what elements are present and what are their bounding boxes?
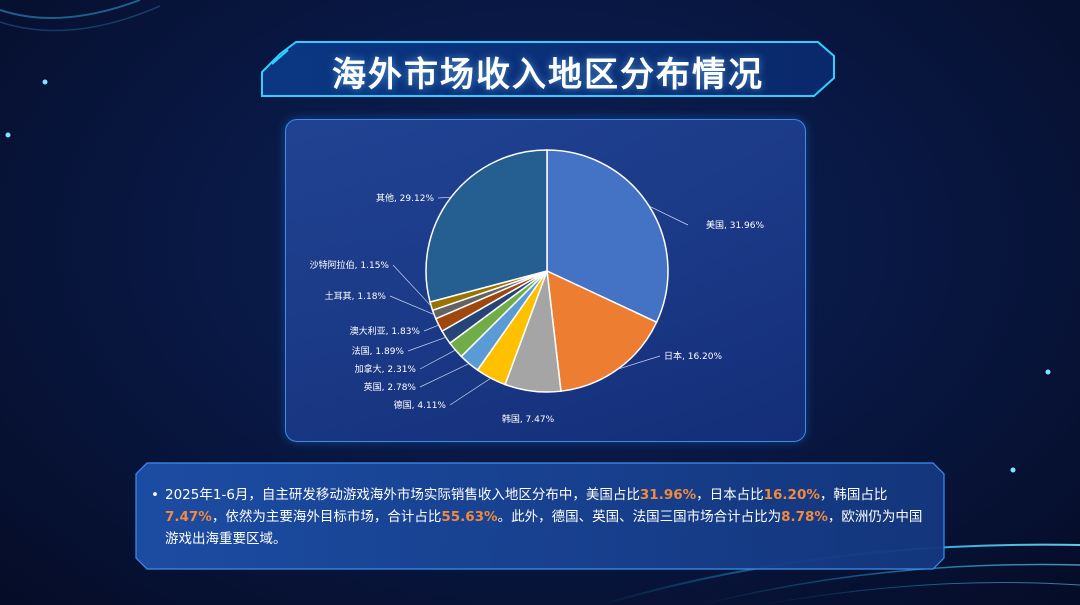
slice-label: 美国, 31.96% [706, 219, 764, 231]
pie-slice [546, 269, 658, 393]
slice-label: 加拿大, 2.31% [355, 363, 417, 375]
highlight-value: 8.78% [781, 509, 828, 525]
highlight-value: 31.96% [639, 487, 697, 503]
highlight-value: 7.47% [165, 509, 212, 525]
highlight-value: 16.20% [763, 487, 820, 503]
page-title: 海外市场收入地区分布情况 [332, 55, 764, 95]
slice-label: 韩国, 7.47% [502, 413, 555, 425]
summary-segment: 。此外，德国、英国、法国三国市场合计占比为 [497, 509, 782, 525]
slice-label: 澳大利亚, 1.83% [350, 325, 421, 337]
slice-label: 土耳其, 1.18% [325, 290, 387, 302]
summary-segment: ，依然为主要海外目标市场，合计占比 [211, 509, 442, 525]
slice-label: 英国, 2.78% [364, 381, 417, 393]
leader-line [407, 336, 446, 352]
highlight-value: 55.63% [441, 509, 498, 525]
slice-label: 沙特阿拉伯, 1.15% [310, 259, 390, 271]
pie-slice [546, 149, 669, 324]
summary-segment: 2025年1-6月，自主研发移动游戏海外市场实际销售收入地区分布中，美国占比 [165, 487, 640, 503]
summary-text: • 2025年1-6月，自主研发移动游戏海外市场实际销售收入地区分布中，美国占比… [151, 484, 935, 550]
leader-line [392, 264, 432, 307]
leader-line [419, 349, 456, 370]
summary-segment: ，欧洲仍为中国游戏出海重要区域。 [165, 509, 923, 547]
leader-line [423, 324, 439, 332]
summary-panel: • 2025年1-6月，自主研发移动游戏海外市场实际销售收入地区分布中，美国占比… [135, 462, 945, 570]
pie-chart-panel: 美国, 31.96% 日本, 16.20% 韩国, 7.47% 德国, 4.11% 英国… [285, 119, 806, 442]
pie-chart: 美国, 31.96% 日本, 16.20% 韩国, 7.47% 德国, 4.11% 英国… [310, 149, 764, 425]
slice-label: 德国, 4.11% [394, 399, 447, 411]
title-banner: 海外市场收入地区分布情况 [258, 38, 838, 102]
leader-line [449, 377, 492, 406]
pie-slice [425, 149, 548, 303]
summary-segment: ，日本占比 [696, 487, 764, 503]
leader-line [437, 196, 452, 199]
leader-line [389, 295, 435, 315]
slice-label: 法国, 1.89% [352, 345, 405, 357]
leader-line [419, 363, 470, 388]
summary-segment: ，韩国占比 [819, 487, 888, 503]
bullet: • [151, 487, 159, 503]
slice-label: 日本, 16.20% [664, 350, 722, 362]
leader-line [617, 355, 661, 370]
leader-line [648, 205, 689, 226]
slice-label: 其他, 29.12% [376, 192, 434, 204]
